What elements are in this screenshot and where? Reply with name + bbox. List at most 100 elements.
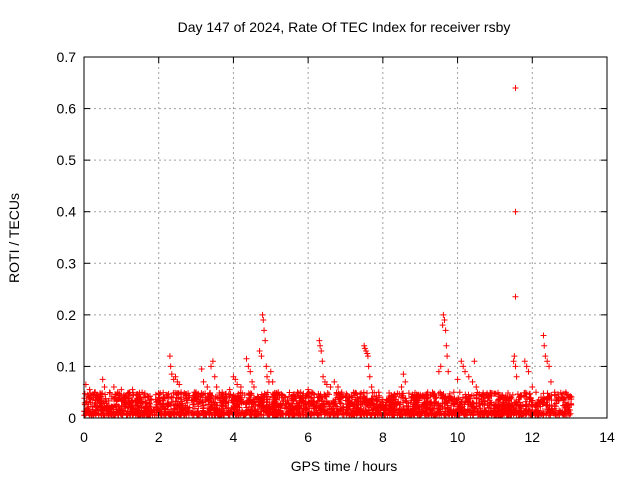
data-point [166,353,173,360]
data-point [101,384,108,391]
x-tick-label: 10 [450,429,466,445]
data-point [542,353,549,360]
data-point [540,332,547,339]
y-tick-label: 0.4 [57,204,77,220]
data-point [200,378,207,385]
data-point [361,342,368,349]
data-point [118,386,125,393]
data-point [510,358,517,365]
grid-layer [84,57,607,418]
data-point [465,373,472,380]
data-point [512,293,519,300]
data-point [256,347,263,354]
data-point [110,384,117,391]
data-point [327,384,334,391]
data-point [363,347,370,354]
data-point [269,378,276,385]
data-point [167,363,174,370]
data-point [260,317,267,324]
data-point [460,363,467,370]
plot-frame [83,56,608,419]
x-tick-label: 14 [599,429,615,445]
data-point [317,342,324,349]
data-point [402,378,409,385]
data-point [305,386,312,393]
y-tick-label: 0 [68,410,76,426]
data-point [211,373,218,380]
data-point [259,311,266,318]
data-point [513,373,520,380]
data-point [512,208,519,215]
data-point [364,353,371,360]
chart-title: Day 147 of 2024, Rate Of TEC Index for r… [178,19,511,35]
data-point [368,384,375,391]
data-point [176,381,183,388]
y-axis-label: ROTI / TECUs [6,193,22,283]
data-point [361,345,368,352]
data-point [267,368,274,375]
data-point [541,342,548,349]
x-tick-label: 8 [379,429,387,445]
data-point [544,358,551,365]
data-point [435,368,442,375]
data-point [364,350,371,357]
y-tick-label: 0.1 [57,358,77,374]
x-tick-label: 0 [80,429,88,445]
data-point [441,317,448,324]
data-point [168,371,175,378]
data-point [445,368,452,375]
data-point [529,384,536,391]
data-point [546,363,553,370]
data-point [365,363,372,370]
x-tick-label: 12 [524,429,540,445]
data-point [331,378,338,385]
data-point [209,358,216,365]
data-point [473,384,480,391]
data-point [263,363,270,370]
data-point [99,376,106,383]
data-point [262,337,269,344]
data-point [471,358,478,365]
data-point [232,376,239,383]
data-point [198,366,205,373]
data-point [442,327,449,334]
data-point [443,342,450,349]
data-point [258,353,265,360]
data-point [521,358,528,365]
data-point [323,381,330,388]
data-point [318,347,325,354]
data-point [366,373,373,380]
x-axis-label: GPS time / hours [291,458,398,474]
data-point [512,363,519,370]
data-point [247,368,254,375]
data-point [213,384,220,391]
data-point [320,373,327,380]
data-point [469,378,476,385]
data-point [398,384,405,391]
data-point [440,311,447,318]
data-point [458,358,465,365]
data-point [250,384,257,391]
data-point [172,373,179,380]
data-point [237,384,244,391]
data-point [400,371,407,378]
data-point [204,384,211,391]
y-tick-label: 0.7 [57,49,77,65]
data-point [234,381,241,388]
data-point [208,363,215,370]
data-point [226,386,233,393]
data-point [444,353,451,360]
x-tick-label: 4 [230,429,238,445]
data-point [547,378,554,385]
data-point [462,368,469,375]
data-point [437,363,444,370]
ticks-layer: 0 2 4 6 8 10 12 14 0 0.1 0.2 0.3 0.4 0.5 0.6 0.7 [57,49,615,445]
data-point [335,384,342,391]
data-point [245,363,252,370]
data-point [523,363,530,370]
x-tick-label: 6 [304,429,312,445]
data-point [264,373,271,380]
data-point [249,378,256,385]
data-point [512,84,519,91]
